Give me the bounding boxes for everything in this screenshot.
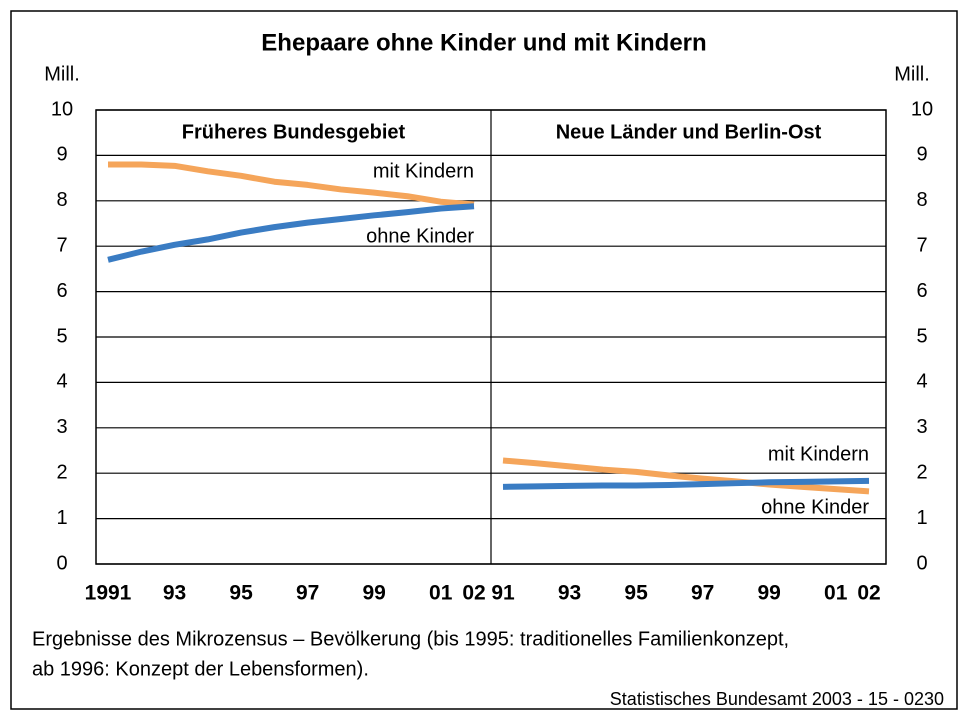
x-tick-label: 95 xyxy=(229,582,253,605)
y-tick-label: 7 xyxy=(56,234,67,256)
y-tick-label: 10 xyxy=(51,98,73,120)
x-tick-label: 99 xyxy=(758,582,781,605)
y-tick-label: 6 xyxy=(56,280,67,302)
note: ab 1996: Konzept der Lebensformen). xyxy=(32,658,369,680)
series-line xyxy=(108,161,475,208)
x-tick-label: 95 xyxy=(624,582,648,605)
plot-border xyxy=(95,109,887,565)
y-tick-label: 5 xyxy=(56,325,67,347)
x-tick-label: 01 xyxy=(824,582,848,605)
y-tick-label: 2 xyxy=(916,461,927,483)
chart-title: Ehepaare ohne Kinder und mit Kindern xyxy=(261,29,706,56)
x-tick-label: 93 xyxy=(163,582,186,605)
y-tick-label: 9 xyxy=(56,144,67,166)
x-tick-label: 02 xyxy=(857,582,880,605)
series-line xyxy=(502,477,870,490)
x-tick-label: 97 xyxy=(296,582,319,605)
x-tick-label: 1991 xyxy=(85,582,132,605)
series-label: mit Kindern xyxy=(373,160,474,182)
y-tick-label: 3 xyxy=(56,416,67,438)
y-tick-label: 5 xyxy=(916,325,927,347)
series-line xyxy=(502,457,870,495)
y-axis-label: Mill. xyxy=(44,63,80,85)
x-tick-label: 99 xyxy=(363,582,386,605)
frame xyxy=(10,10,958,710)
x-tick-label: 01 xyxy=(429,582,453,605)
y-tick-label: 4 xyxy=(56,371,67,393)
y-tick-label: 1 xyxy=(56,507,67,529)
x-tick-label: 93 xyxy=(558,582,581,605)
panel-title: Früheres Bundesgebiet xyxy=(182,121,406,143)
series-label: ohne Kinder xyxy=(366,225,474,247)
source: Statistisches Bundesamt 2003 - 15 - 0230 xyxy=(610,689,944,709)
y-tick-label: 2 xyxy=(56,461,67,483)
y-tick-label: 0 xyxy=(56,552,67,574)
series-line xyxy=(107,203,475,263)
panel-title: Neue Länder und Berlin-Ost xyxy=(556,121,822,143)
y-tick-label: 0 xyxy=(916,552,927,574)
y-tick-label: 8 xyxy=(916,189,927,211)
y-tick-label: 7 xyxy=(916,234,927,256)
x-tick-label: 91 xyxy=(491,582,515,605)
note: Ergebnisse des Mikrozensus – Bevölkerung… xyxy=(32,628,789,650)
y-tick-label: 6 xyxy=(916,280,927,302)
y-tick-label: 3 xyxy=(916,416,927,438)
x-tick-label: 97 xyxy=(691,582,714,605)
series-label: mit Kindern xyxy=(768,443,869,465)
y-tick-label: 9 xyxy=(916,144,927,166)
y-tick-label: 1 xyxy=(916,507,927,529)
y-tick-label: 8 xyxy=(56,189,67,211)
y-tick-label: 10 xyxy=(911,98,933,120)
y-tick-label: 4 xyxy=(916,371,927,393)
series-label: ohne Kinder xyxy=(761,496,869,518)
x-tick-label: 02 xyxy=(462,582,485,605)
y-axis-label: Mill. xyxy=(894,63,930,85)
